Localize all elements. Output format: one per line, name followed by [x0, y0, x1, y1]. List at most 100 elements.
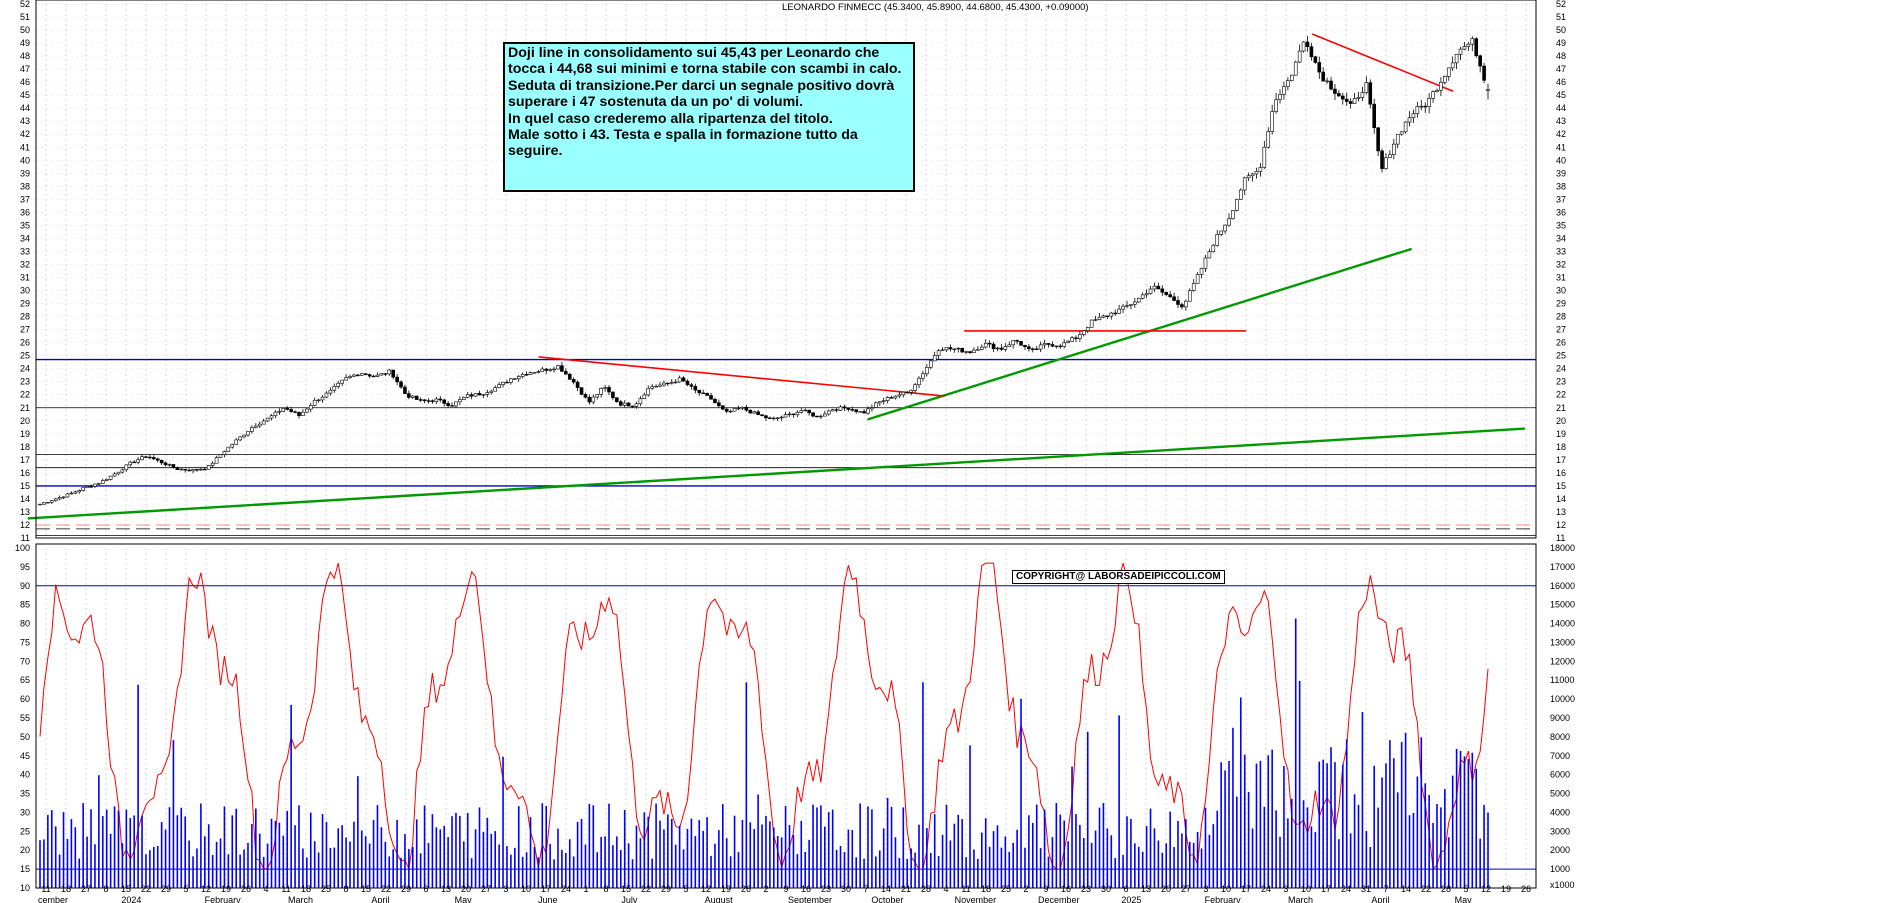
x-day-label: 3 [1283, 884, 1288, 894]
candle-body [285, 408, 290, 410]
trendline [867, 247, 1413, 421]
candle-body [1364, 82, 1369, 93]
x-day-label: 4 [943, 884, 948, 894]
candle-body [552, 368, 556, 371]
candle-body [1156, 285, 1161, 290]
x-month-label: 2025 [1121, 895, 1141, 903]
candle-body [206, 465, 211, 470]
x-day-label: 19 [1501, 884, 1511, 894]
candle-body [905, 391, 910, 394]
candle-body [1191, 283, 1196, 291]
y-tick-right: 32 [1556, 259, 1566, 269]
candle-body [972, 349, 976, 354]
candle-body [1144, 293, 1149, 296]
candle-body [203, 468, 207, 471]
x-day-label: 28 [921, 884, 931, 894]
x-day-label: 19 [721, 884, 731, 894]
candle-body [697, 389, 702, 394]
y-tick-right: 17 [1556, 455, 1566, 465]
candle-body [1172, 296, 1176, 301]
y-tick-left: 28 [20, 312, 30, 322]
candle-body [587, 396, 592, 403]
volume-tick: 14000 [1550, 619, 1575, 629]
y-tick-right: 23 [1556, 377, 1566, 387]
osc-tick: 50 [20, 732, 30, 742]
candle-body [862, 411, 866, 414]
candle-body [1160, 288, 1165, 293]
osc-tick: 60 [20, 694, 30, 704]
candle-body [1235, 199, 1239, 211]
x-day-label: 20 [1161, 884, 1171, 894]
candle-body [909, 390, 913, 393]
candle-body [93, 483, 97, 487]
note-line-4: Male sotto i 43. Testa e spalla in forma… [508, 127, 858, 160]
candle-body [112, 473, 117, 477]
candle-body [1238, 189, 1243, 200]
y-tick-right: 37 [1556, 194, 1566, 204]
candle-body [1140, 294, 1145, 299]
candle-body [693, 386, 698, 391]
x-day-label: 12 [1481, 884, 1491, 894]
candle-body [1470, 38, 1475, 45]
volume-tick: 1000 [1550, 864, 1570, 874]
candle-body [1074, 337, 1078, 339]
candle-body [77, 490, 82, 493]
candle-body [513, 378, 517, 380]
x-day-label: 27 [81, 884, 91, 894]
candle-body [328, 389, 333, 394]
candle-body [414, 395, 419, 400]
candle-body [1199, 268, 1204, 275]
candle-body [838, 406, 843, 411]
candle-body [38, 503, 42, 506]
x-month-label: June [538, 895, 558, 903]
osc-tick: 70 [20, 656, 30, 666]
candle-body [673, 381, 678, 384]
candle-body [650, 386, 654, 389]
y-tick-right: 13 [1556, 507, 1566, 517]
candle-body [65, 493, 70, 498]
osc-tick: 10 [20, 883, 30, 893]
x-month-label: September [788, 895, 832, 903]
candle-body [1321, 71, 1325, 82]
candle-body [1411, 113, 1416, 119]
candle-body [1176, 300, 1180, 305]
candle-body [1309, 46, 1314, 58]
candle-body [1078, 334, 1082, 339]
candle-body [783, 414, 788, 418]
x-day-label: 11 [41, 884, 50, 894]
candle-body [520, 374, 525, 377]
candle-body [1360, 92, 1365, 98]
candle-body [167, 464, 172, 466]
candle-body [540, 368, 545, 372]
candle-body [842, 406, 847, 409]
x-day-label: 11 [961, 884, 970, 894]
x-day-label: 5 [1463, 884, 1468, 894]
candle-body [312, 399, 317, 406]
candle-body [642, 394, 647, 400]
y-tick-right: 19 [1556, 429, 1566, 439]
y-tick-left: 47 [20, 64, 30, 74]
y-tick-right: 25 [1556, 351, 1566, 361]
x-day-label: 12 [701, 884, 711, 894]
candle-body [1333, 88, 1337, 94]
candle-body [1301, 41, 1306, 52]
candle-body [497, 384, 501, 388]
osc-tick: 85 [20, 600, 30, 610]
candle-body [936, 350, 941, 356]
y-tick-right: 20 [1556, 416, 1566, 426]
x-day-label: 15 [621, 884, 631, 894]
x-day-label: 25 [321, 884, 331, 894]
y-tick-left: 52 [20, 0, 30, 9]
x-day-label: 22 [641, 884, 651, 894]
x-month-label: August [705, 895, 734, 903]
candle-body [658, 384, 662, 387]
y-tick-left: 29 [20, 299, 30, 309]
candle-body [348, 376, 352, 378]
y-tick-left: 31 [20, 273, 30, 283]
y-tick-right: 41 [1556, 142, 1566, 152]
y-tick-left: 19 [20, 429, 30, 439]
candle-body [571, 379, 576, 383]
indicator-panel-frame [35, 543, 1537, 889]
candle-body [532, 372, 537, 374]
candle-body [626, 402, 631, 407]
